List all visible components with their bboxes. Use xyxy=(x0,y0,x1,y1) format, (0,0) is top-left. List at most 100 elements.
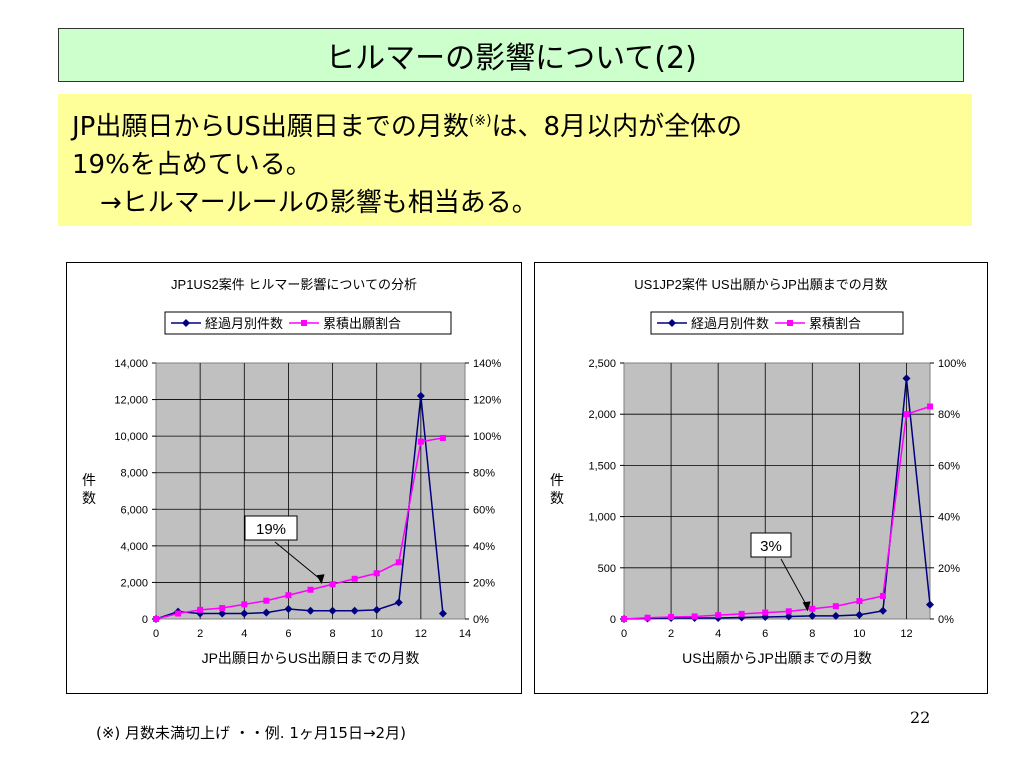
annotation-pointer xyxy=(274,541,322,581)
plot-area xyxy=(623,362,931,620)
data-point-0 xyxy=(394,598,403,607)
data-point-1 xyxy=(153,616,159,622)
data-point-0 xyxy=(902,374,911,383)
data-point-1 xyxy=(285,592,292,599)
x-tick-label: 14 xyxy=(459,628,471,640)
data-point-0 xyxy=(416,391,425,400)
y-axis-label-char: 数 xyxy=(550,490,564,506)
summary-line-1b: は、8月以内が全体の xyxy=(491,112,743,142)
data-point-0 xyxy=(926,600,934,609)
y2-tick-label: 100% xyxy=(473,431,501,443)
data-point-0 xyxy=(328,606,337,615)
x-tick-label: 0 xyxy=(621,628,627,640)
x-tick-label: 4 xyxy=(241,628,247,640)
data-point-0 xyxy=(438,609,447,618)
x-tick-label: 0 xyxy=(153,628,159,640)
legend-marker-0 xyxy=(668,319,676,327)
data-point-1 xyxy=(263,597,270,604)
y2-tick-label: 100% xyxy=(938,358,966,370)
annotation-arrowhead xyxy=(316,574,325,585)
x-tick-label: 10 xyxy=(371,628,383,640)
page-number: 22 xyxy=(910,708,931,727)
x-axis-label: US出願からJP出願までの月数 xyxy=(682,650,872,666)
chart-title: US1JP2案件 US出願からJP出願までの月数 xyxy=(634,277,888,292)
y-tick-label: 0 xyxy=(610,614,616,626)
x-axis-label: JP出願日からUS出願日までの月数 xyxy=(202,650,420,666)
data-point-1 xyxy=(738,610,745,617)
y-tick-label: 14,000 xyxy=(114,358,148,370)
data-point-1 xyxy=(351,575,358,582)
x-tick-label: 8 xyxy=(330,628,336,640)
y2-tick-label: 0% xyxy=(473,614,489,626)
y2-tick-label: 60% xyxy=(938,460,960,472)
y2-tick-label: 40% xyxy=(938,512,960,524)
data-point-0 xyxy=(855,610,864,619)
y-tick-label: 8,000 xyxy=(120,468,148,480)
data-point-1 xyxy=(785,608,792,615)
slide-title-text: ヒルマーの影響について(2) xyxy=(325,41,697,76)
y-tick-label: 0 xyxy=(142,614,148,626)
annotation-pointer xyxy=(780,558,809,608)
legend-marker-1 xyxy=(301,320,307,326)
summary-line-1a: JP出願日からUS出願日までの月数 xyxy=(72,112,469,142)
y2-tick-label: 60% xyxy=(473,504,495,516)
x-tick-label: 12 xyxy=(415,628,427,640)
x-tick-label: 2 xyxy=(668,628,674,640)
data-point-1 xyxy=(395,559,402,566)
legend-label-0: 経過月別件数 xyxy=(205,316,283,331)
data-point-0 xyxy=(808,611,817,620)
data-point-0 xyxy=(306,606,315,615)
data-point-1 xyxy=(762,609,769,616)
y2-tick-label: 120% xyxy=(473,395,501,407)
data-point-0 xyxy=(372,605,381,614)
x-tick-label: 10 xyxy=(853,628,865,640)
annotation-label: 19% xyxy=(256,521,286,538)
data-point-1 xyxy=(329,581,336,588)
plot-area xyxy=(155,362,466,620)
annotation-box xyxy=(750,532,792,558)
summary-box: JP出願日からUS出願日までの月数(※)は、8月以内が全体の 19%を占めている… xyxy=(58,94,972,226)
footnote: (※) 月数未満切上げ ・・例. 1ヶ月15日→2月) xyxy=(96,724,406,742)
data-point-0 xyxy=(262,608,271,617)
data-point-1 xyxy=(417,438,424,445)
data-point-1 xyxy=(197,606,204,613)
x-tick-label: 6 xyxy=(762,628,768,640)
x-tick-label: 6 xyxy=(285,628,291,640)
data-point-0 xyxy=(784,612,793,621)
data-point-1 xyxy=(668,613,675,620)
summary-line-3: →ヒルマールールの影響も相当ある。 xyxy=(100,188,538,218)
y-tick-label: 2,000 xyxy=(588,409,616,421)
y-axis-label-char: 件 xyxy=(550,472,564,488)
data-point-0 xyxy=(218,609,227,618)
y2-tick-label: 40% xyxy=(473,541,495,553)
y2-tick-label: 140% xyxy=(473,358,501,370)
legend-marker-1 xyxy=(787,320,793,326)
legend-label-1: 累積割合 xyxy=(809,316,861,331)
data-point-1 xyxy=(621,616,627,622)
data-point-1 xyxy=(927,403,933,410)
chart-title: JP1US2案件 ヒルマー影響についての分析 xyxy=(171,277,417,292)
data-point-1 xyxy=(219,605,226,612)
legend-marker-0 xyxy=(182,319,190,327)
data-point-0 xyxy=(284,604,293,613)
data-point-1 xyxy=(879,592,886,599)
y-tick-label: 1,500 xyxy=(588,460,616,472)
data-point-1 xyxy=(715,612,722,619)
y2-tick-label: 20% xyxy=(473,577,495,589)
data-point-1 xyxy=(809,605,816,612)
data-point-1 xyxy=(241,601,248,608)
annotation-arrowhead xyxy=(802,601,811,612)
legend-label-0: 経過月別件数 xyxy=(691,316,769,331)
y-tick-label: 1,000 xyxy=(588,512,616,524)
summary-line-2: 19%を占めている。 xyxy=(72,150,312,180)
data-point-1 xyxy=(644,614,651,621)
data-point-1 xyxy=(175,610,182,617)
summary-line-1: JP出願日からUS出願日までの月数(※)は、8月以内が全体の xyxy=(72,102,958,146)
x-tick-label: 2 xyxy=(197,628,203,640)
y2-tick-label: 20% xyxy=(938,563,960,575)
y-tick-label: 500 xyxy=(598,563,616,575)
y-tick-label: 10,000 xyxy=(114,431,148,443)
y2-tick-label: 80% xyxy=(473,468,495,480)
y2-tick-label: 0% xyxy=(938,614,954,626)
summary-footnote-mark: (※) xyxy=(468,113,492,129)
